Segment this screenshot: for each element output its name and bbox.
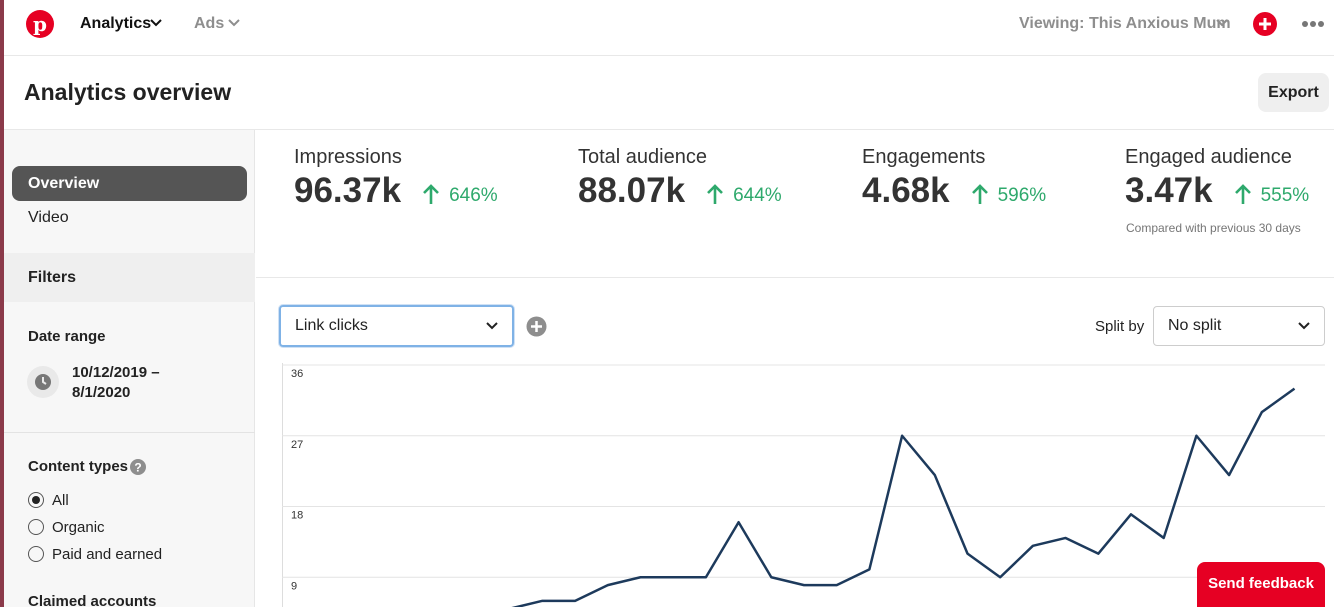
top-nav <box>4 0 1334 56</box>
radio-label[interactable]: All <box>52 492 69 509</box>
svg-text:p: p <box>33 12 47 36</box>
comparison-note: Compared with previous 30 days <box>1126 221 1301 235</box>
account-switcher[interactable]: Viewing: This Anxious Mum <box>1019 15 1231 32</box>
radio-organic[interactable] <box>28 519 44 535</box>
filters-header: Filters <box>4 253 255 302</box>
y-tick-label: 27 <box>291 439 303 451</box>
chevron <box>150 19 162 27</box>
svg-text:?: ? <box>134 461 141 475</box>
chevron <box>1298 322 1310 330</box>
clock-icon[interactable] <box>27 366 59 398</box>
chevron <box>228 19 240 27</box>
up-arrow <box>707 183 723 210</box>
nav-overview[interactable]: Overview <box>12 166 247 201</box>
claimed-accounts-label: Claimed accounts <box>28 593 157 610</box>
send-feedback-button[interactable]: Send feedback <box>1197 562 1325 607</box>
add-metric-button[interactable] <box>526 316 547 337</box>
export-button[interactable]: Export <box>1258 73 1329 112</box>
content-types-label: Content types <box>28 458 129 475</box>
metric-value: 96.37k <box>294 171 402 210</box>
metric-label: Engagements <box>862 146 986 168</box>
more-button[interactable] <box>1301 19 1327 29</box>
radio-paid[interactable] <box>28 546 44 562</box>
metric-dropdown[interactable]: Link clicks <box>279 305 514 347</box>
date-end[interactable]: 8/1/2020 <box>72 384 131 401</box>
metric-change: 596% <box>997 185 1047 206</box>
metric-value: 4.68k <box>862 171 950 210</box>
page-title: Analytics overview <box>24 79 232 105</box>
nav-video[interactable]: Video <box>28 209 69 226</box>
metric-label: Engaged audience <box>1125 146 1292 168</box>
date-range-label: Date range <box>28 328 106 345</box>
radio-label[interactable]: Organic <box>52 519 105 536</box>
divider <box>256 277 1334 278</box>
data-line <box>511 387 1296 607</box>
metric-value: 3.47k <box>1125 171 1213 210</box>
y-tick-label: 36 <box>291 368 303 380</box>
chevron <box>1216 19 1228 27</box>
desktop-edge <box>0 0 4 607</box>
split-dropdown[interactable]: No split <box>1153 306 1325 346</box>
metric-value: 88.07k <box>578 171 686 210</box>
metric-change: 555% <box>1260 185 1310 206</box>
metric-label: Total audience <box>578 146 707 168</box>
metric-change: 644% <box>733 185 782 206</box>
split-label: Split by <box>1095 318 1145 335</box>
chevron <box>486 322 498 330</box>
divider <box>4 432 255 433</box>
up-arrow <box>1234 183 1251 210</box>
ads-menu[interactable]: Ads <box>194 15 225 32</box>
metric-label: Impressions <box>294 146 402 168</box>
y-tick-label: 18 <box>291 510 303 522</box>
divider <box>4 129 1334 130</box>
create-button[interactable] <box>1253 12 1277 36</box>
radio-label[interactable]: Paid and earned <box>52 546 163 563</box>
line-chart: 9 18 27 36 <box>282 363 1325 607</box>
radio-all[interactable] <box>28 492 44 508</box>
up-arrow <box>971 183 988 210</box>
analytics-menu[interactable]: Analytics <box>80 15 152 32</box>
pinterest-logo[interactable]: p <box>26 10 54 38</box>
metric-change: 646% <box>449 185 498 206</box>
help-icon[interactable]: ? <box>130 459 146 475</box>
date-start[interactable]: 10/12/2019 – <box>72 364 160 381</box>
y-tick-label: 9 <box>291 580 297 592</box>
up-arrow <box>423 183 439 210</box>
